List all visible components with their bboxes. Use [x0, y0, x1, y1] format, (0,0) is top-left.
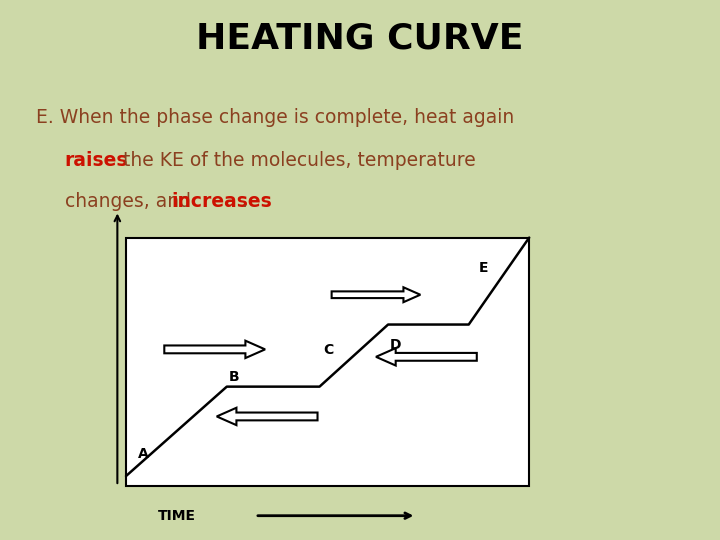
Polygon shape	[376, 348, 477, 366]
Text: .: .	[242, 192, 248, 211]
Text: C: C	[323, 343, 334, 357]
Text: increases: increases	[171, 192, 272, 211]
Text: B: B	[229, 370, 240, 384]
Text: TIME: TIME	[158, 509, 197, 523]
Text: raises: raises	[65, 151, 128, 170]
Text: HEATING CURVE: HEATING CURVE	[197, 22, 523, 56]
Polygon shape	[217, 408, 318, 425]
Text: E: E	[479, 261, 488, 275]
Polygon shape	[164, 341, 265, 358]
Text: D: D	[390, 338, 402, 352]
Text: E. When the phase change is complete, heat again: E. When the phase change is complete, he…	[36, 108, 514, 127]
Text: A: A	[138, 447, 149, 461]
Polygon shape	[332, 287, 420, 302]
Text: the KE of the molecules, temperature: the KE of the molecules, temperature	[117, 151, 476, 170]
Bar	[126, 238, 529, 486]
Text: changes, and: changes, and	[65, 192, 197, 211]
